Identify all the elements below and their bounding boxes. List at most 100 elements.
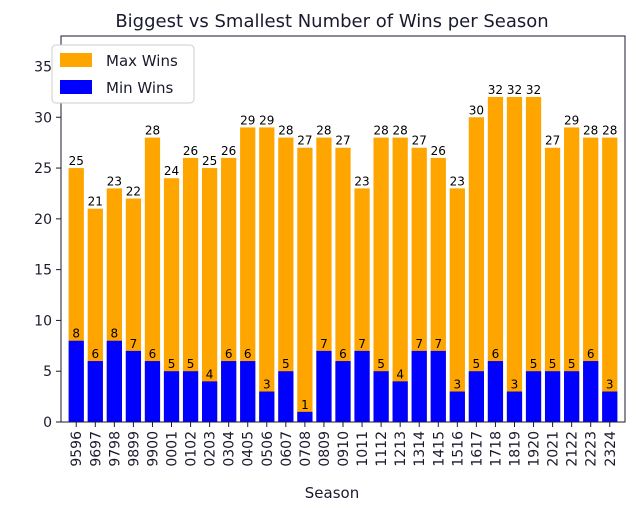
bar-min-wins [544, 371, 561, 422]
data-label-max-wins: 25 [202, 154, 217, 168]
bar-max-wins [163, 178, 180, 422]
bar-min-wins [316, 350, 332, 422]
bar-min-wins [468, 371, 484, 422]
bar-max-wins [202, 168, 218, 422]
legend-swatch-min-wins [60, 80, 92, 94]
data-label-min-wins: 6 [587, 347, 595, 361]
bar-max-wins [297, 147, 313, 422]
bar-min-wins [354, 350, 370, 422]
bar-max-wins [259, 127, 275, 422]
data-label-min-wins: 4 [396, 367, 404, 381]
data-label-max-wins: 24 [164, 164, 179, 178]
bar-min-wins [335, 361, 351, 422]
data-label-max-wins: 21 [88, 195, 103, 209]
legend: Max Wins Min Wins [51, 44, 195, 104]
y-tick-label: 35 [34, 59, 52, 75]
x-tick-label: 1415 [431, 431, 447, 467]
x-tick-label: 0607 [279, 431, 295, 467]
data-label-max-wins: 29 [259, 113, 274, 127]
data-label-min-wins: 3 [511, 378, 519, 392]
x-tick-label: 0203 [203, 431, 219, 467]
x-tick-label: 9798 [107, 431, 123, 467]
bar-min-wins [68, 340, 84, 422]
data-label-min-wins: 5 [168, 357, 176, 371]
bar-max-wins [506, 96, 523, 423]
data-label-max-wins: 26 [431, 144, 446, 158]
data-label-max-wins: 26 [183, 144, 198, 158]
data-label-max-wins: 28 [602, 124, 617, 138]
data-label-min-wins: 7 [320, 337, 328, 351]
legend-label-max-wins: Max Wins [106, 52, 178, 70]
bar-max-wins [182, 157, 199, 423]
data-label-min-wins: 1 [301, 398, 309, 412]
data-label-min-wins: 7 [130, 337, 138, 351]
x-tick-label: 1516 [450, 431, 466, 467]
bar-min-wins [525, 371, 542, 422]
data-label-min-wins: 5 [549, 357, 557, 371]
bar-min-wins [602, 391, 618, 422]
bar-max-wins [487, 96, 504, 423]
bar-min-wins [373, 371, 389, 422]
bar-max-wins [602, 137, 618, 422]
bar-min-wins [240, 361, 256, 422]
bar-max-wins [449, 188, 465, 422]
y-tick-label: 30 [34, 110, 52, 126]
bar-min-wins [583, 361, 599, 422]
data-label-min-wins: 5 [187, 357, 195, 371]
x-tick-label: 1617 [469, 431, 485, 467]
x-tick-label: 1011 [355, 431, 371, 467]
data-label-min-wins: 6 [225, 347, 233, 361]
data-label-max-wins: 27 [412, 134, 427, 148]
data-label-max-wins: 29 [564, 113, 579, 127]
data-label-min-wins: 6 [91, 347, 99, 361]
chart-title: Biggest vs Smallest Number of Wins per S… [115, 11, 548, 32]
x-tick-label: 0001 [165, 431, 181, 467]
data-label-max-wins: 28 [278, 124, 293, 138]
y-tick-label: 5 [43, 364, 52, 380]
bar-max-wins [564, 127, 580, 422]
data-label-min-wins: 5 [377, 357, 385, 371]
x-tick-label: 2324 [603, 431, 619, 467]
bar-max-wins [525, 96, 542, 423]
data-label-min-wins: 5 [282, 357, 290, 371]
data-label-min-wins: 7 [434, 337, 442, 351]
bar-max-wins [468, 117, 484, 423]
bar-min-wins [564, 371, 580, 422]
data-label-min-wins: 5 [568, 357, 576, 371]
x-tick-label: 2223 [584, 431, 600, 467]
bar-min-wins [487, 361, 504, 422]
bar-min-wins [125, 350, 142, 422]
data-label-max-wins: 32 [488, 83, 503, 97]
x-tick-label: 1718 [488, 431, 504, 467]
bar-min-wins [182, 371, 199, 422]
bar-max-wins [221, 157, 237, 423]
bar-min-wins [163, 371, 180, 422]
bar-min-wins [449, 391, 465, 422]
bar-min-wins [221, 361, 237, 422]
x-tick-label: 9697 [88, 431, 104, 467]
data-label-max-wins: 28 [145, 124, 160, 138]
bar-min-wins [278, 371, 294, 422]
data-label-min-wins: 3 [454, 378, 462, 392]
data-label-min-wins: 8 [72, 327, 80, 341]
x-tick-label: 1213 [393, 431, 409, 467]
x-tick-label: 1920 [527, 431, 543, 467]
legend-swatch-max-wins [60, 53, 92, 67]
data-label-min-wins: 5 [530, 357, 538, 371]
y-tick-label: 20 [34, 212, 52, 228]
bar-min-wins [392, 381, 408, 422]
x-tick-label: 0304 [222, 431, 238, 467]
data-label-max-wins: 28 [583, 124, 598, 138]
x-tick-label: 2021 [546, 431, 562, 467]
bar-max-wins [544, 147, 561, 422]
data-label-min-wins: 7 [358, 337, 366, 351]
data-label-min-wins: 3 [263, 378, 271, 392]
x-tick-label: 0809 [317, 431, 333, 467]
data-label-max-wins: 32 [526, 83, 541, 97]
bar-min-wins [202, 381, 218, 422]
x-tick-label: 9900 [145, 431, 161, 467]
bar-max-wins [278, 137, 294, 422]
bar-max-wins [335, 147, 351, 422]
x-tick-label: 0506 [260, 431, 276, 467]
